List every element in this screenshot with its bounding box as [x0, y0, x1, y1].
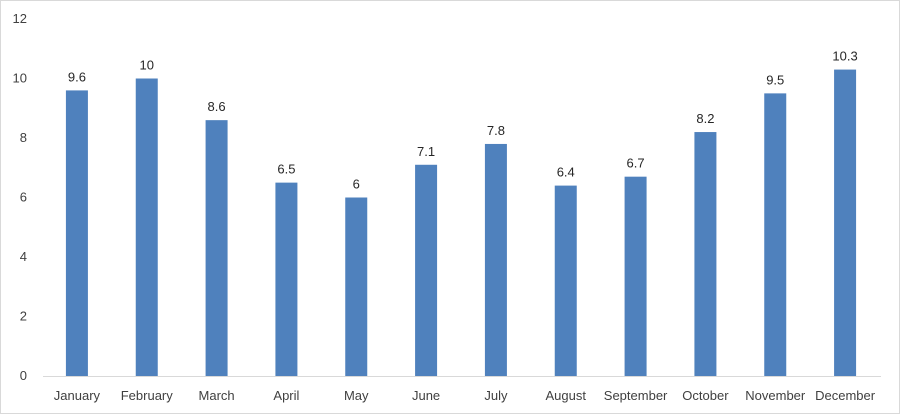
bar [834, 69, 857, 376]
x-tick-label: September [604, 388, 668, 403]
x-tick-label: May [344, 388, 369, 403]
y-tick-label: 6 [20, 190, 27, 205]
data-label: 7.8 [487, 123, 505, 138]
data-label: 10.3 [832, 49, 857, 64]
y-tick-label: 0 [20, 368, 27, 383]
bar [694, 132, 717, 376]
x-tick-label: October [682, 388, 729, 403]
bar [205, 120, 228, 377]
bar [624, 176, 647, 376]
data-label: 6.4 [557, 165, 575, 180]
bar [554, 185, 577, 376]
data-label: 7.1 [417, 144, 435, 159]
data-label: 9.6 [68, 69, 86, 84]
bar [135, 78, 158, 376]
bar [415, 164, 438, 376]
x-tick-label: February [121, 388, 174, 403]
data-label: 6 [353, 177, 360, 192]
bar [764, 93, 787, 376]
y-tick-label: 10 [13, 71, 27, 86]
y-axis-ticks: 0 2 4 6 8 10 12 [13, 11, 27, 383]
y-tick-label: 8 [20, 130, 27, 145]
bar [484, 143, 507, 376]
data-label: 8.2 [696, 111, 714, 126]
bars-group [65, 69, 857, 377]
x-tick-label: July [484, 388, 508, 403]
data-label: 6.7 [627, 156, 645, 171]
y-tick-label: 12 [13, 11, 27, 26]
bar [345, 197, 368, 376]
data-label: 6.5 [277, 162, 295, 177]
bar [65, 90, 88, 377]
x-tick-label: April [273, 388, 299, 403]
data-labels-group: 9.6 10 8.6 6.5 6 7.1 7.8 6.4 6.7 8.2 9.5 10.3 [68, 49, 858, 192]
y-tick-label: 4 [20, 249, 27, 264]
data-label: 10 [140, 58, 154, 73]
x-tick-label: August [546, 388, 587, 403]
x-axis-ticks: January February March April May June July Augu… [54, 388, 876, 403]
data-label: 8.6 [208, 99, 226, 114]
x-tick-label: March [199, 388, 235, 403]
x-tick-label: December [815, 388, 876, 403]
x-tick-label: June [412, 388, 440, 403]
bar [275, 182, 298, 376]
x-tick-label: January [54, 388, 101, 403]
data-label: 9.5 [766, 72, 784, 87]
y-tick-label: 2 [20, 309, 27, 324]
x-tick-label: November [745, 388, 806, 403]
